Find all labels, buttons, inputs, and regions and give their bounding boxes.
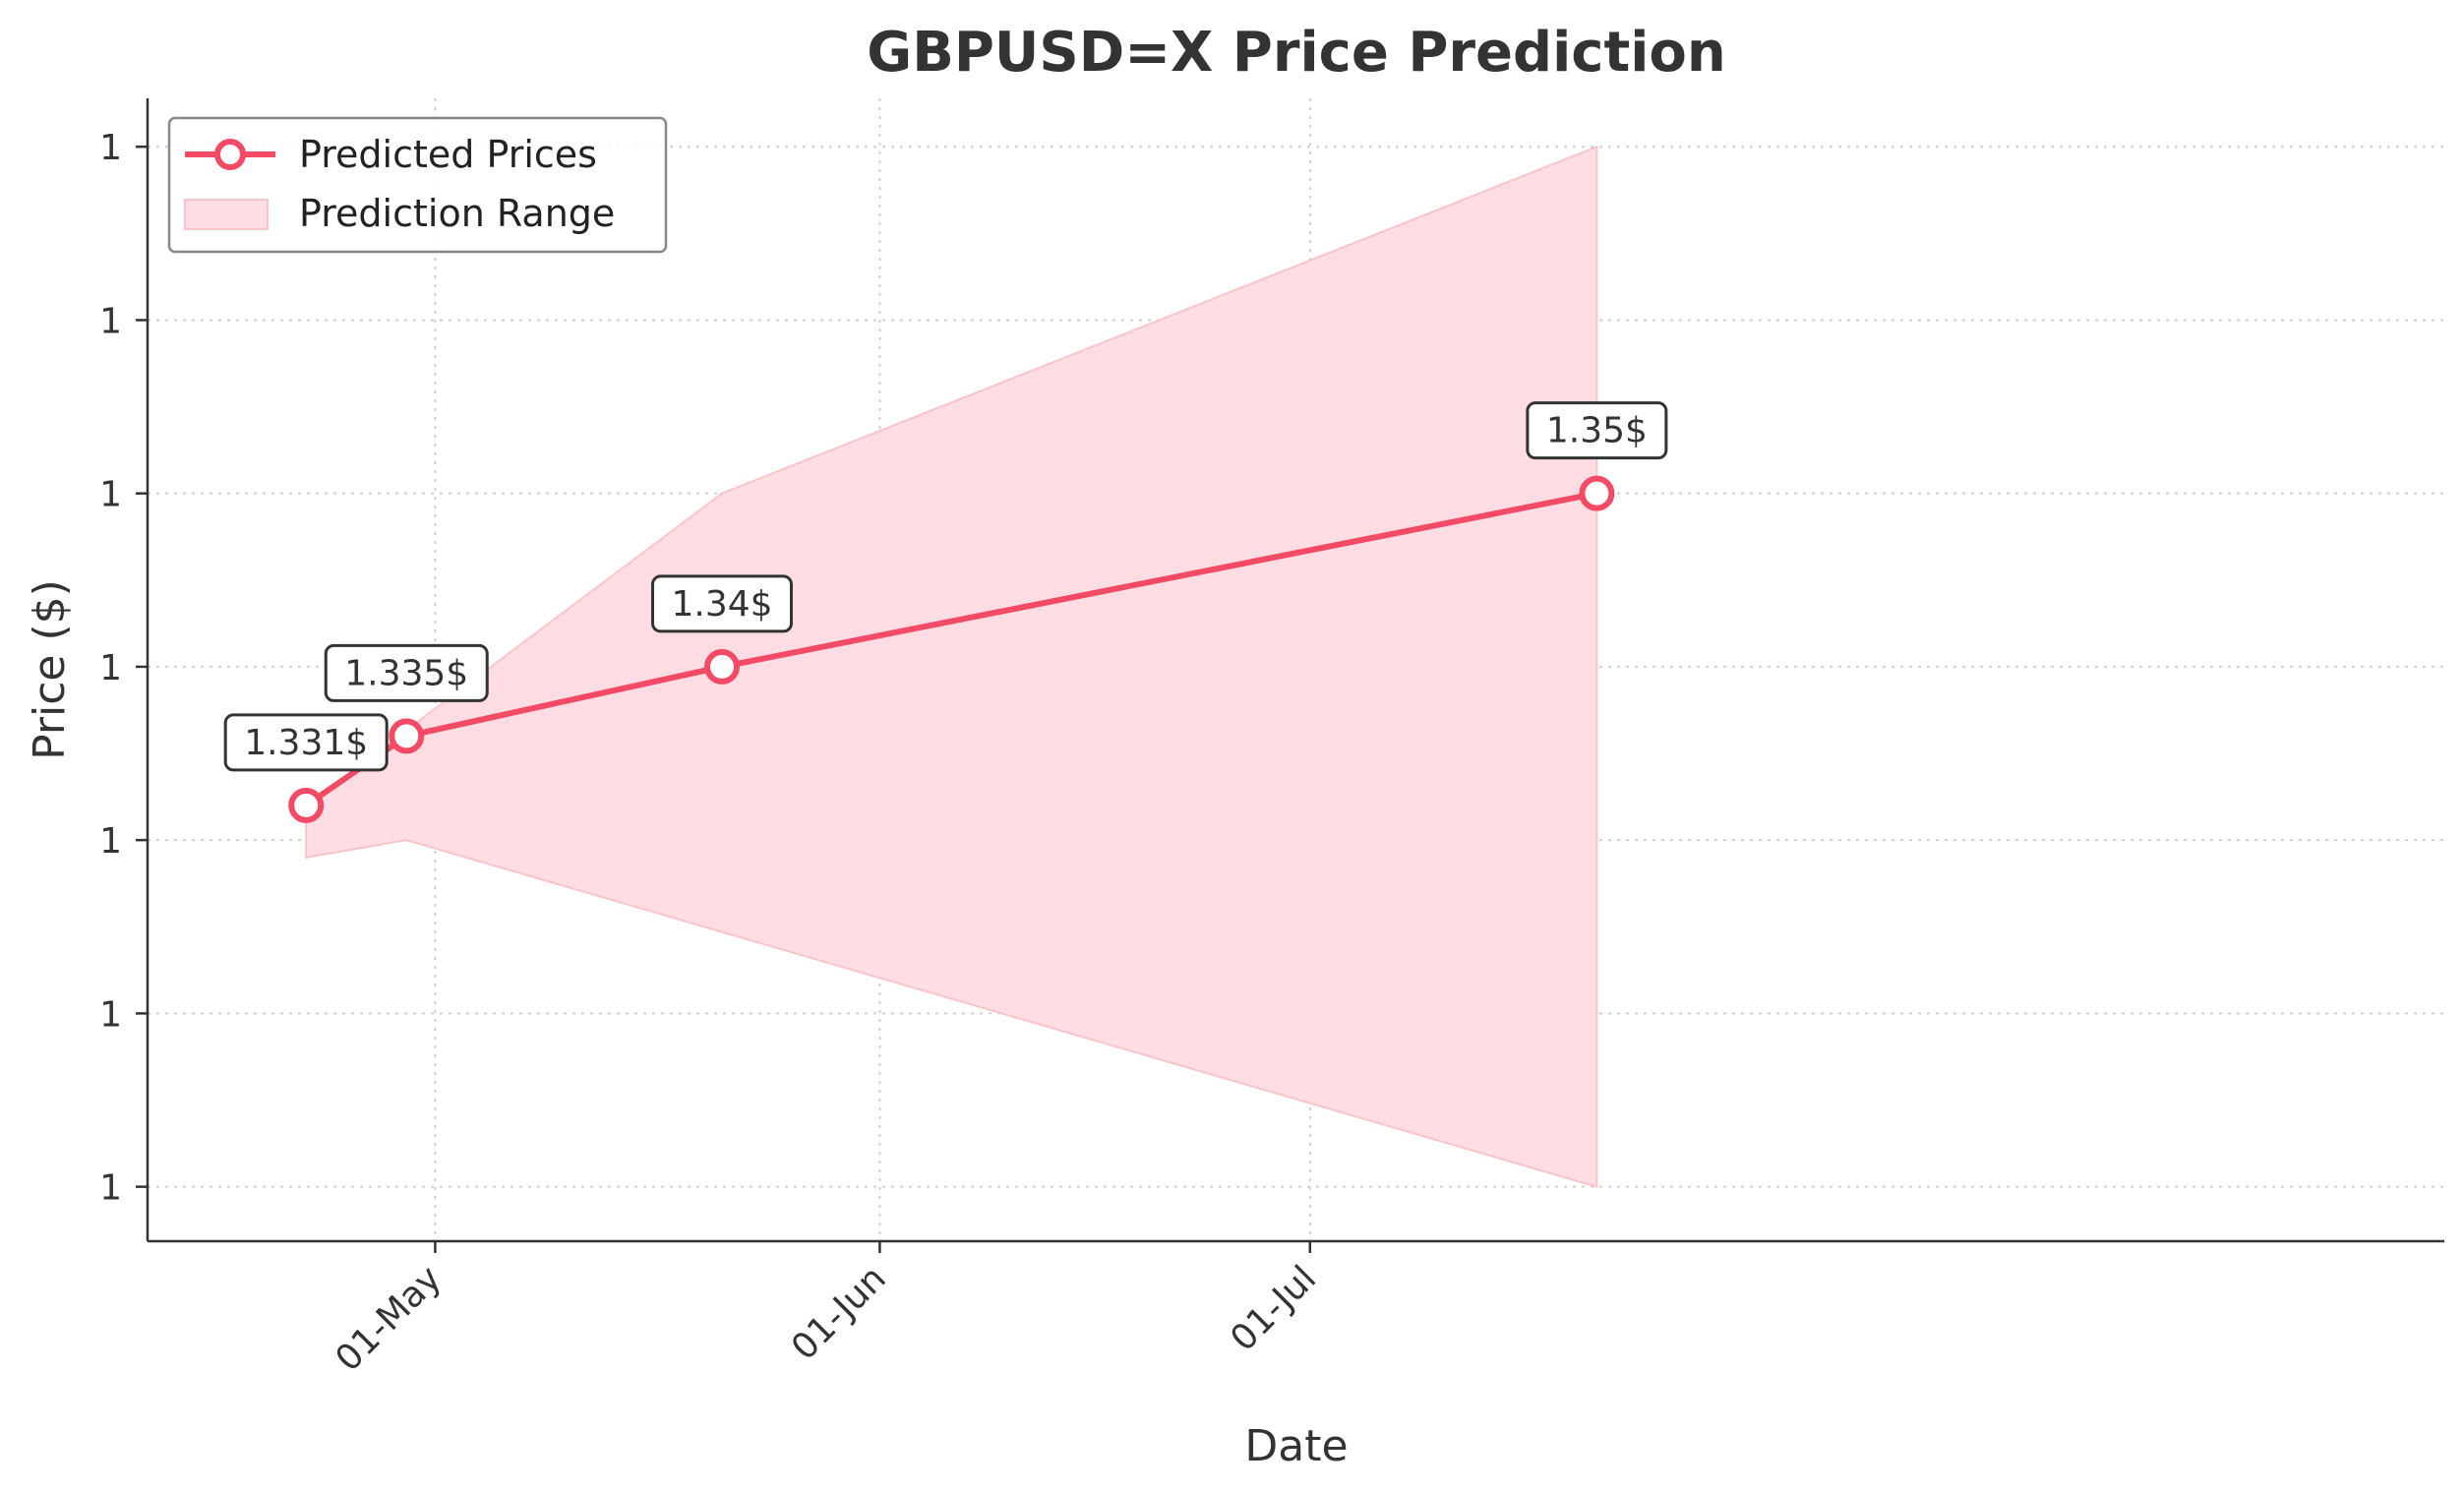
legend-box <box>167 116 668 254</box>
y-tick-label: 1 <box>99 475 122 515</box>
predicted-price-marker <box>704 648 740 685</box>
x-axis-label: Date <box>1244 1421 1348 1471</box>
y-tick-label: 1 <box>99 301 122 341</box>
data-label-box <box>1526 401 1668 460</box>
y-ticks: 1 1 1 1 1 1 1 <box>99 128 148 1209</box>
data-label-text: 1.34$ <box>671 584 772 625</box>
data-label: 1.35$ <box>1526 401 1668 460</box>
predicted-price-marker <box>389 718 425 754</box>
predicted-price-marker <box>1579 475 1615 511</box>
legend-label-predicted: Predicted Prices <box>299 133 597 176</box>
prediction-range-layer <box>305 145 1598 1188</box>
x-ticks: 01-May 01-Jun 01-Jul <box>329 1241 1324 1380</box>
data-label: 1.335$ <box>324 643 489 702</box>
prediction-range-area <box>305 145 1598 1188</box>
y-tick-label: 1 <box>99 994 122 1035</box>
data-label-text: 1.335$ <box>344 653 468 693</box>
x-tick-label: 01-Jun <box>784 1258 894 1368</box>
legend-range-swatch <box>184 199 269 230</box>
data-label: 1.331$ <box>223 713 389 772</box>
data-label-text: 1.35$ <box>1546 411 1648 451</box>
chart-title: GBPUSD=X Price Prediction <box>867 21 1726 85</box>
y-tick-label: 1 <box>99 128 122 168</box>
data-label-box <box>223 713 389 772</box>
y-tick-label: 1 <box>99 648 122 688</box>
data-label-box <box>324 643 489 702</box>
data-label-box <box>651 574 793 633</box>
data-label: 1.34$ <box>651 574 793 633</box>
predicted-price-marker <box>288 787 325 823</box>
legend-label-range: Prediction Range <box>299 192 615 235</box>
y-tick-label: 1 <box>99 1168 122 1209</box>
x-tick-label: 01-May <box>329 1258 450 1379</box>
legend: Predicted Prices Prediction Range <box>167 116 668 254</box>
data-label-text: 1.331$ <box>244 723 368 763</box>
x-tick-label: 01-Jul <box>1223 1258 1324 1359</box>
legend-marker-swatch <box>214 139 246 170</box>
data-labels: 1.331$ 1.335$ 1.34$ 1.35$ <box>223 401 1668 772</box>
y-axis-label: Price ($) <box>25 579 75 760</box>
y-tick-label: 1 <box>99 821 122 862</box>
